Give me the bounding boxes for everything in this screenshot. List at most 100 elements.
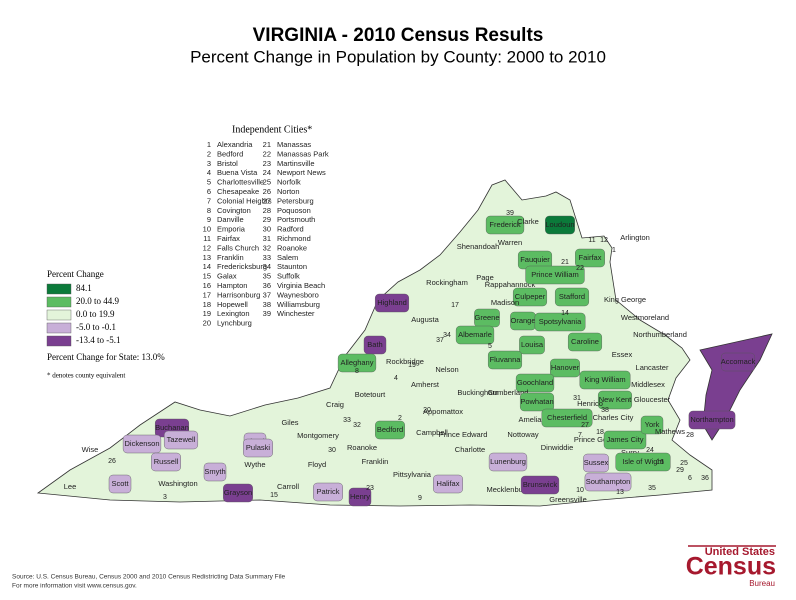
city-list-number: 35 xyxy=(263,272,271,281)
county-label: Rockbridge xyxy=(386,357,424,366)
county-area xyxy=(348,487,372,507)
city-list-name: Manassas Park xyxy=(277,149,329,158)
county-label: Scott xyxy=(111,479,129,488)
city-number: 36 xyxy=(701,475,709,482)
county-label: King William xyxy=(584,375,625,384)
county-label: Spotsylvania xyxy=(539,317,582,326)
county-label: Dinwiddie xyxy=(541,443,574,452)
county-label: Russell xyxy=(154,457,179,466)
county-label: Essex xyxy=(612,350,633,359)
city-list-name: Charlottesville xyxy=(217,178,264,187)
county-label: Sussex xyxy=(584,458,609,467)
city-number: 23 xyxy=(366,485,374,492)
city-list-name: Petersburg xyxy=(277,196,314,205)
county-label: Washington xyxy=(158,479,197,488)
county-label: Halifax xyxy=(437,479,460,488)
source-line: For more information visit www.census.go… xyxy=(12,583,137,590)
city-number: 33 xyxy=(343,417,351,424)
city-list-name: Falls Church xyxy=(217,243,259,252)
county-area xyxy=(640,415,664,435)
county-area xyxy=(313,482,343,502)
city-list-name: Martinsville xyxy=(277,159,315,168)
city-list-name: Colonial Heights xyxy=(217,196,272,205)
city-list-name: Norfolk xyxy=(277,178,301,187)
county-label: Albemarle xyxy=(458,330,492,339)
cities-title: Independent Cities* xyxy=(232,124,312,135)
city-list-number: 26 xyxy=(263,187,271,196)
county-label: Wise xyxy=(82,445,99,454)
city-list-name: Galax xyxy=(217,272,237,281)
city-list-name: Lynchburg xyxy=(217,319,252,328)
county-label: Augusta xyxy=(411,315,439,324)
county-label: Shenandoah xyxy=(457,242,500,251)
county-label: Craig xyxy=(326,400,344,409)
county-label: Gloucester xyxy=(634,395,671,404)
county-area xyxy=(513,287,548,307)
city-number: 3 xyxy=(163,494,167,501)
county-label: Orange xyxy=(510,316,535,325)
county-label: Powhatan xyxy=(520,397,553,406)
county-area xyxy=(583,453,609,473)
city-list-number: 28 xyxy=(263,206,271,215)
city-list-number: 14 xyxy=(203,262,211,271)
county-label: Buckingham xyxy=(457,388,498,397)
city-number: 10 xyxy=(576,487,584,494)
county-label: Southampton xyxy=(586,477,631,486)
county-label: Brunswick xyxy=(523,480,557,489)
county-label: Madison xyxy=(491,298,519,307)
city-number: 11 xyxy=(588,237,595,244)
county-label: Middlesex xyxy=(631,380,665,389)
county-label: Arlington xyxy=(620,233,650,242)
county-label: Lancaster xyxy=(636,363,669,372)
city-list-name: Emporia xyxy=(217,225,246,234)
city-list-name: Hopewell xyxy=(217,300,248,309)
city-number: 32 xyxy=(353,422,361,429)
city-list-name: Williamsburg xyxy=(277,300,320,309)
county-label: Tazewell xyxy=(167,435,196,444)
city-list-number: 13 xyxy=(203,253,211,262)
county-label: Prince William xyxy=(531,270,579,279)
city-list-number: 25 xyxy=(263,178,271,187)
city-list-name: Bristol xyxy=(217,159,238,168)
state-change: Percent Change for State: 13.0% xyxy=(47,352,165,362)
legend-label: 0.0 to 19.9 xyxy=(76,309,115,319)
county-label: Bath xyxy=(367,340,382,349)
county-area xyxy=(520,475,560,495)
county-label: Rappahannock xyxy=(485,280,536,289)
city-list-number: 29 xyxy=(263,215,271,224)
legend-swatch xyxy=(46,309,72,321)
county-label: Westmoreland xyxy=(621,313,669,322)
city-list-number: 31 xyxy=(263,234,271,243)
city-number: 20 xyxy=(423,407,431,414)
title: VIRGINIA - 2010 Census Results xyxy=(253,25,544,46)
county-area xyxy=(433,474,463,494)
county-area xyxy=(603,430,647,450)
county-label: Alleghany xyxy=(341,358,374,367)
county-label: Smyth xyxy=(204,467,225,476)
city-number: 38 xyxy=(601,407,609,414)
county-area xyxy=(534,312,586,332)
city-list-name: Norton xyxy=(277,187,300,196)
city-list-name: Covington xyxy=(217,206,251,215)
city-list-number: 36 xyxy=(263,281,271,290)
legend-swatch xyxy=(46,322,72,334)
county-label: Page xyxy=(476,273,494,282)
county-area xyxy=(455,325,495,345)
county-area xyxy=(203,462,227,482)
county-label: Culpeper xyxy=(515,292,546,301)
county-label: Surry xyxy=(621,448,639,457)
city-list-number: 18 xyxy=(203,300,211,309)
county-area xyxy=(519,335,545,355)
legend-swatch xyxy=(46,335,72,347)
county-label: Louisa xyxy=(521,340,544,349)
county-area xyxy=(525,265,585,285)
county-label: Nottoway xyxy=(507,430,539,439)
city-number: 13 xyxy=(616,489,624,496)
county-area xyxy=(575,248,605,268)
city-list-number: 12 xyxy=(203,243,211,252)
city-list-name: Danville xyxy=(217,215,244,224)
legend-title: Percent Change xyxy=(47,269,104,279)
logo-top: United States xyxy=(705,546,775,558)
city-list-number: 39 xyxy=(263,309,271,318)
county-label: Franklin xyxy=(362,457,389,466)
